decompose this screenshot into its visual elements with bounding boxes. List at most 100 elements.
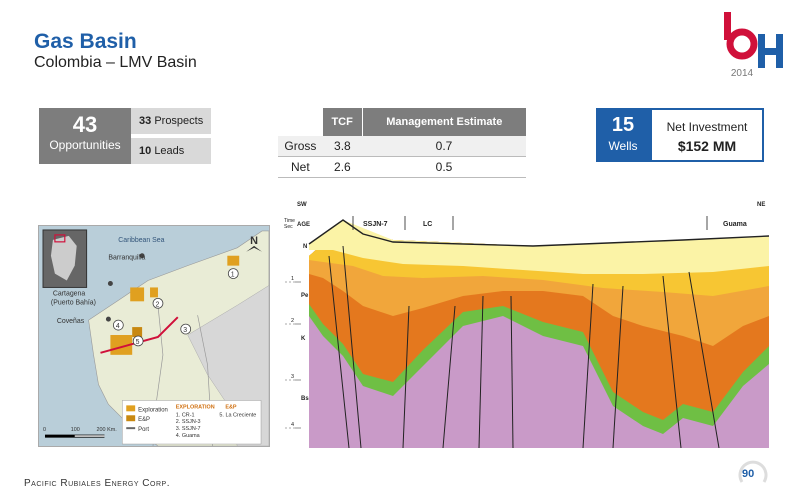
row-label: Net (278, 156, 323, 178)
legend-exploration: Exploration (138, 407, 168, 413)
opportunities-count: 43 (72, 112, 98, 137)
fault-line (612, 285, 624, 448)
legend-item: 2. SSJN-3 (176, 419, 201, 425)
prospects-label: Prospects (154, 115, 204, 127)
exploration-block (110, 335, 133, 355)
direction-label-sw: SW (297, 202, 307, 208)
leads-pill: 10 Leads (131, 138, 211, 164)
city-dot (107, 281, 113, 286)
time-axis-ticks (295, 281, 301, 429)
legend-ep: E&P (138, 417, 150, 423)
investment-value: $152 MM (677, 138, 737, 154)
svg-text:2: 2 (155, 301, 159, 308)
svg-text:4: 4 (116, 323, 120, 330)
exploration-block (227, 255, 240, 266)
table-row: Gross 3.8 0.7 (278, 136, 526, 157)
age-bs-label: Bs (301, 396, 309, 402)
legend-item: 3. SSJN-7 (176, 426, 201, 432)
legend-item: 5. La Creciente (219, 412, 256, 418)
exploration-block (130, 287, 145, 302)
prospects-pill: 33 Prospects (131, 108, 211, 134)
well-label: LC (423, 221, 432, 228)
sea-label: Caribbean Sea (118, 237, 164, 244)
age-pe-label: Pe (301, 293, 309, 299)
logo-year: 2014 (730, 68, 754, 79)
city-dot (105, 316, 111, 322)
investment-box: Net Investment $152 MM (650, 108, 764, 162)
city-label: (Puerto Bahía) (51, 299, 96, 306)
direction-label-ne: NE (757, 202, 765, 208)
page-title: Gas Basin (34, 30, 137, 53)
well-label: SSJN-7 (363, 221, 388, 228)
wells-label: Wells (608, 139, 638, 153)
fault-line (402, 305, 410, 448)
map-legend (122, 400, 262, 445)
map-marker: 5 (132, 335, 144, 347)
age-n-label: N (303, 244, 307, 250)
city-label: Barranquilla (108, 255, 145, 262)
map-marker: 2 (152, 297, 164, 309)
scale-label: 0 (43, 427, 46, 433)
time-axis-dashes (285, 281, 295, 429)
city-label: Coveñas (57, 318, 85, 325)
time-tick: 4 (291, 422, 294, 428)
legend-swatch-ep (126, 415, 136, 422)
basin-map: N Caribbean Sea Barranquilla Cartagena (… (38, 225, 270, 447)
estimate-header: Management Estimate (362, 108, 526, 136)
page-number: 90 (742, 468, 755, 480)
investment-label: Net Investment (666, 120, 748, 134)
fault-line (662, 275, 682, 448)
fault-line (442, 305, 456, 448)
north-arrow-icon (246, 245, 263, 252)
well-label: Guama (723, 221, 747, 228)
scale-label: 200 Km. (97, 427, 118, 433)
well-tick (352, 216, 708, 230)
reserves-table: TCF Management Estimate Gross 3.8 0.7 Ne… (278, 108, 526, 178)
time-label: Sec (284, 224, 293, 230)
page-badge-icon (738, 460, 768, 483)
prospects-count: 33 (139, 115, 152, 127)
opportunities-box: 43 Opportunities (39, 108, 131, 164)
leads-count: 10 (139, 145, 152, 157)
time-tick: 3 (291, 374, 294, 380)
legend-item: 4. Guama (176, 433, 201, 439)
legend-ep-header: E&P (225, 404, 237, 410)
table-corner (278, 108, 323, 136)
section-line (100, 316, 179, 354)
surface-line (308, 219, 770, 247)
tcf-value: 3.8 (322, 136, 363, 157)
exploration-block (150, 287, 158, 298)
age-label: AGE (297, 222, 310, 228)
page-subtitle: Colombia – LMV Basin (34, 54, 197, 71)
city-dot (139, 253, 145, 259)
tcf-header: TCF (322, 108, 363, 136)
estimate-value: 0.5 (362, 156, 526, 178)
wells-box: 15 Wells (596, 108, 650, 162)
fault-line (510, 295, 514, 448)
map-marker: 4 (112, 319, 124, 331)
legend-port: Port (138, 427, 149, 433)
layer-n (309, 220, 769, 274)
opportunities-label: Opportunities (49, 138, 121, 152)
tcf-value: 2.6 (322, 156, 363, 178)
north-arrow-label: N (250, 235, 258, 247)
leads-label: Leads (154, 145, 185, 157)
time-tick: 2 (291, 318, 294, 324)
table-row: Net 2.6 0.5 (278, 156, 526, 178)
ep-block (132, 327, 143, 337)
map-marker: 3 (180, 323, 192, 335)
city-label: Cartagena (53, 290, 85, 297)
fault-line (342, 245, 362, 448)
fault-line (478, 295, 484, 448)
seismic-cross-section: SSJN-7 LC Guama SW NE Time Sec AGE N Pe … (283, 196, 773, 448)
svg-text:5: 5 (136, 339, 140, 346)
wells-count: 15 (611, 114, 635, 136)
age-k-label: K (301, 336, 306, 342)
time-label: Time (284, 218, 295, 224)
legend-exploration-header: EXPLORATION (176, 404, 215, 410)
legend-item: 1. CR-1 (176, 412, 195, 418)
fault-line (328, 255, 350, 448)
time-tick: 1 (291, 276, 294, 282)
inset-highlight (54, 234, 66, 243)
estimate-value: 0.7 (362, 136, 526, 157)
